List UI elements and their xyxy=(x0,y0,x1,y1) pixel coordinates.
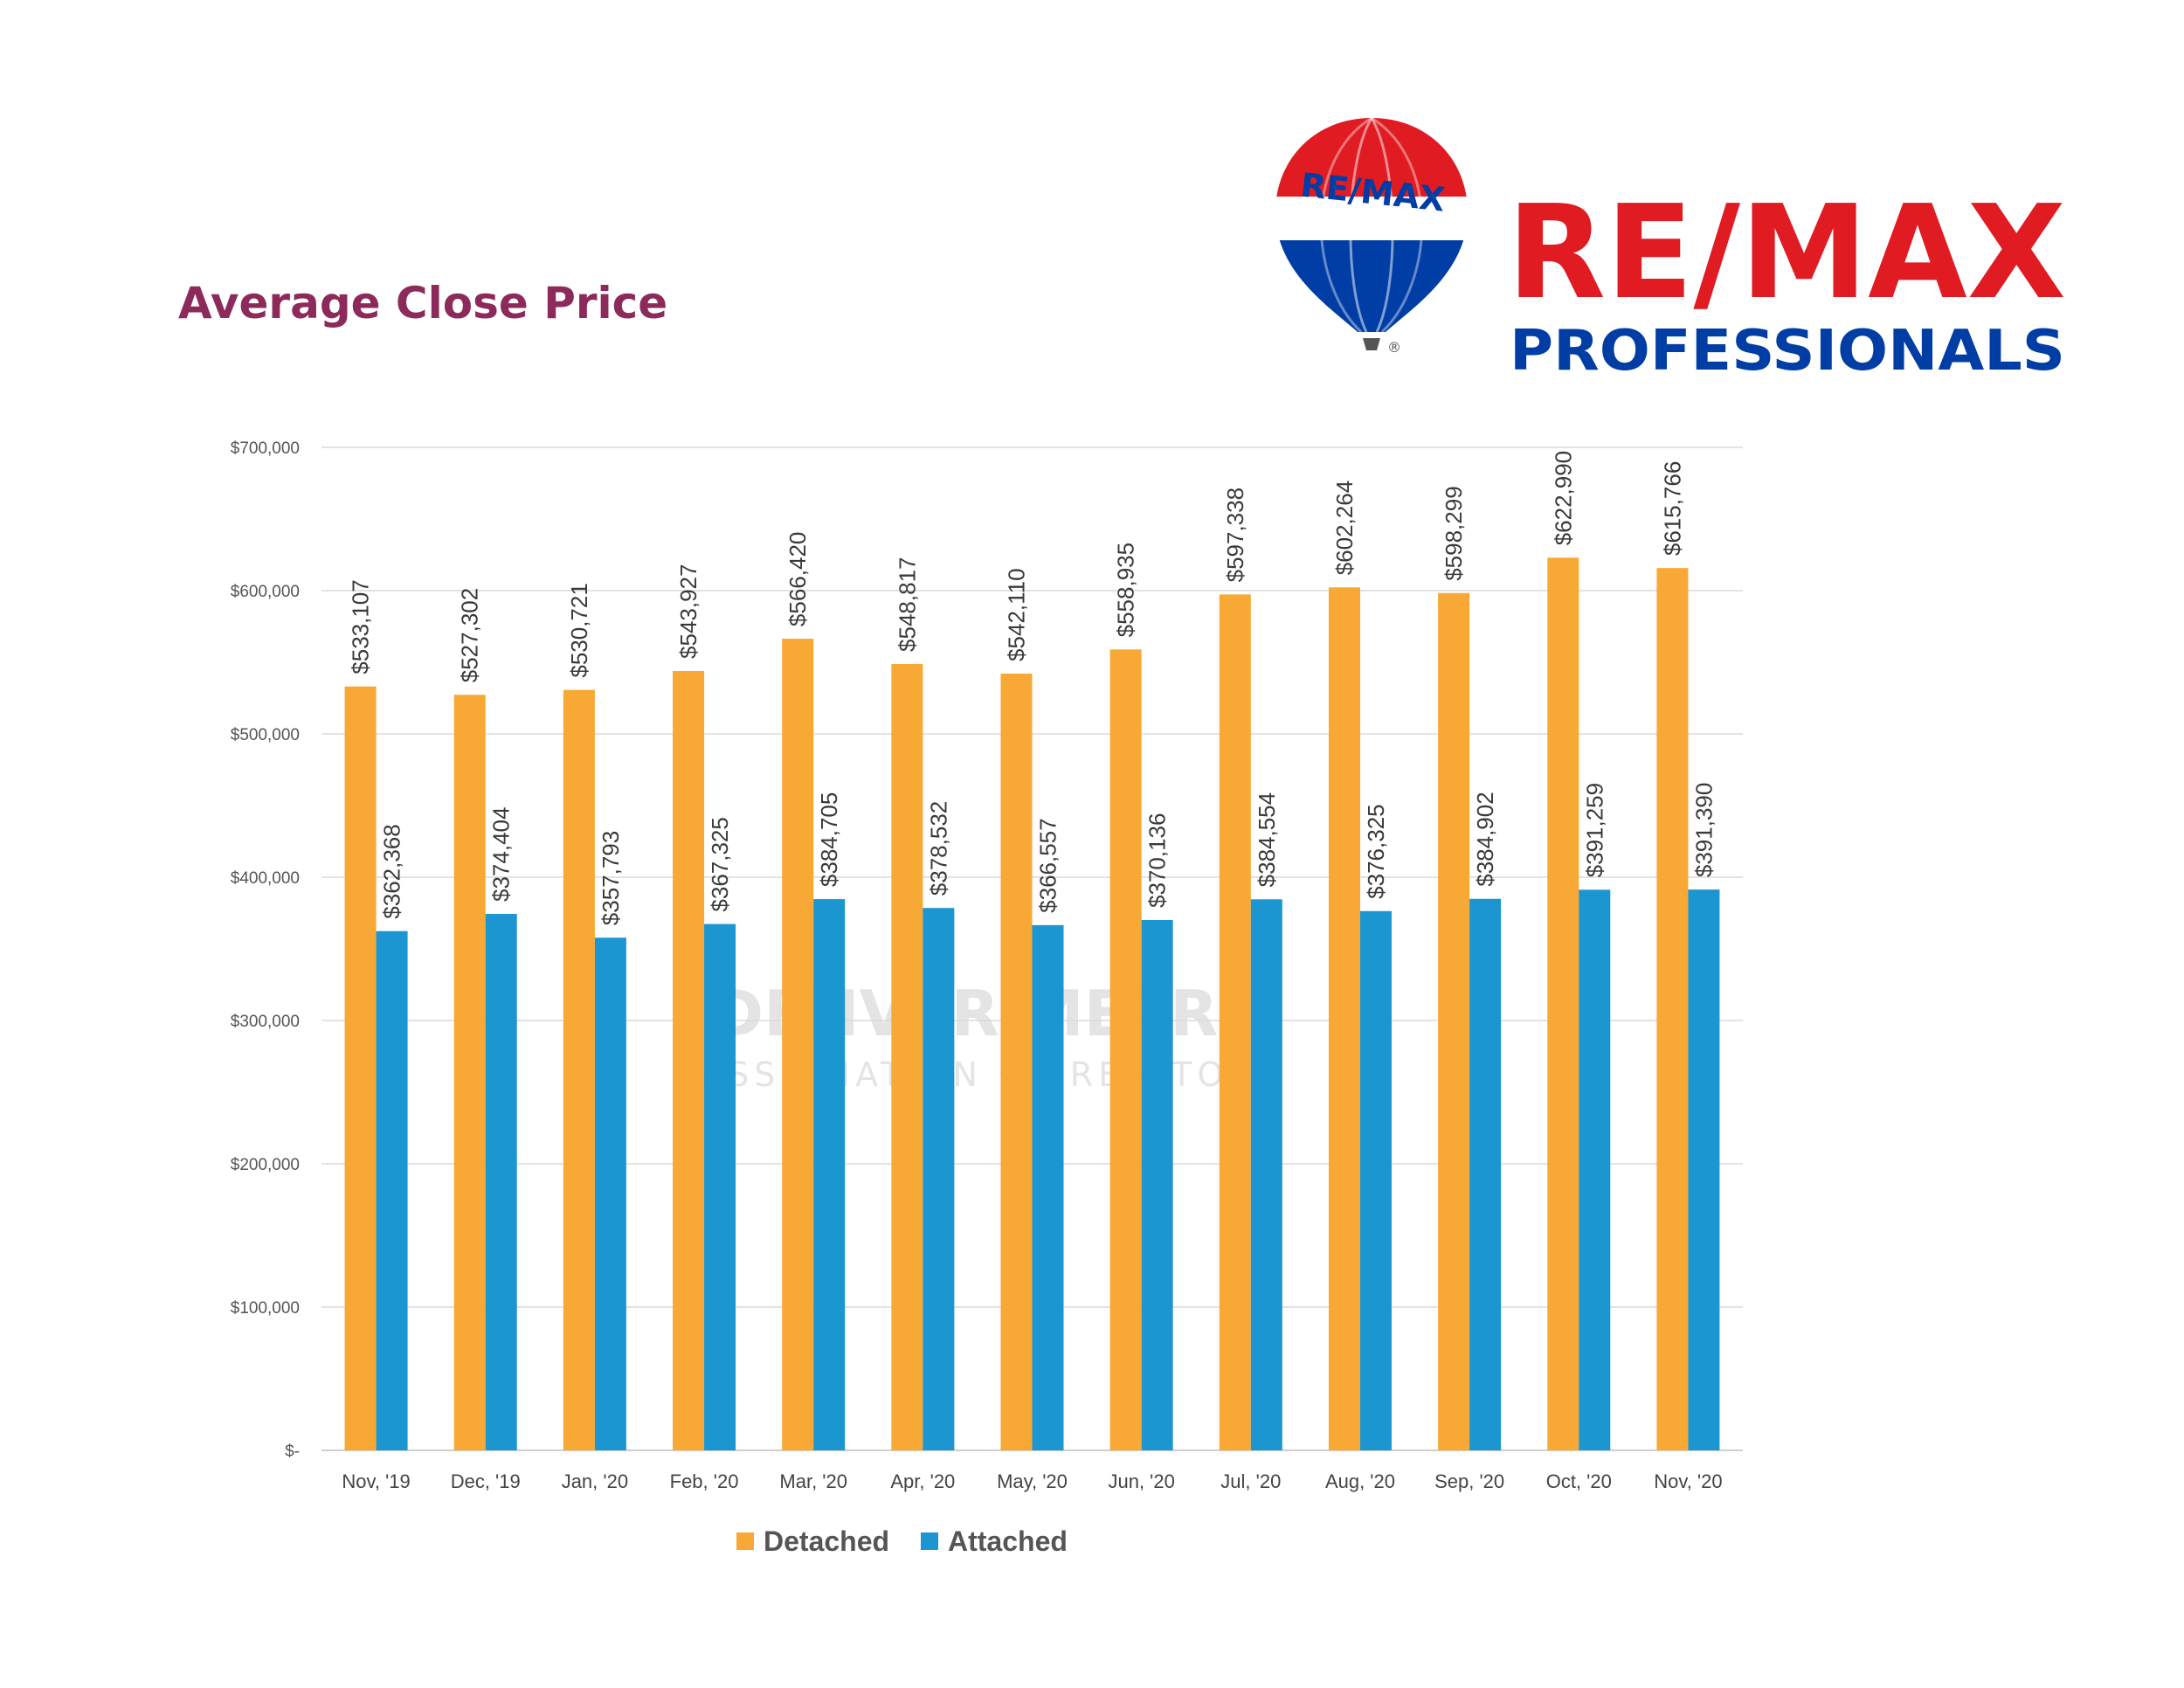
y-axis-ticks: $- $100,000 $200,000 $300,000 $400,000 $500,0… xyxy=(231,439,300,1461)
data-label-attached: $384,902 xyxy=(1472,792,1498,886)
data-label-detached: $566,420 xyxy=(784,532,811,626)
data-labels: $533,107 $362,368 $527,302 $374,404 $530,721… xyxy=(348,451,1717,925)
y-tick-label: $400,000 xyxy=(231,869,300,888)
brand-wordmark: RE/MAX xyxy=(1507,177,2066,328)
remax-logo: RE/MAX ® RE/MAX PROFESSIONALS xyxy=(1275,118,2066,371)
data-label-detached: $533,107 xyxy=(348,579,374,674)
bar-attached xyxy=(485,913,517,1450)
bar-attached xyxy=(1359,910,1392,1450)
x-category-label: Sep, '20 xyxy=(1434,1470,1504,1492)
data-label-detached: $542,110 xyxy=(1004,568,1030,661)
data-label-attached: $366,557 xyxy=(1035,818,1061,912)
data-label-detached: $615,766 xyxy=(1659,461,1685,556)
bar-detached xyxy=(563,689,595,1450)
legend: Detached Attached xyxy=(736,1525,1068,1557)
bars xyxy=(344,557,1720,1450)
brand-subtitle: PROFESSIONALS xyxy=(1510,319,2065,371)
x-category-label: Jan, '20 xyxy=(562,1470,628,1492)
bar-attached xyxy=(1250,899,1282,1450)
legend-swatch xyxy=(736,1532,754,1550)
data-label-attached: $378,532 xyxy=(925,801,951,896)
data-label-attached: $384,554 xyxy=(1254,792,1280,887)
x-category-label: Mar, '20 xyxy=(779,1470,847,1492)
x-category-label: Dec, '19 xyxy=(451,1470,521,1492)
bar-attached xyxy=(1141,919,1173,1450)
bar-detached xyxy=(1438,592,1470,1450)
bar-attached xyxy=(813,899,846,1450)
data-label-detached: $548,817 xyxy=(894,557,920,651)
data-label-detached: $527,302 xyxy=(457,588,483,682)
bar-detached xyxy=(1219,594,1251,1450)
data-label-attached: $370,136 xyxy=(1144,813,1171,908)
x-axis-categories: Nov, '19 Dec, '19 Jan, '20 Feb, '20 Mar, '20… xyxy=(342,1470,1722,1492)
y-tick-label: $300,000 xyxy=(231,1013,300,1031)
y-tick-label: $100,000 xyxy=(231,1299,300,1318)
y-tick-label: $600,000 xyxy=(231,583,300,601)
bar-attached xyxy=(1579,889,1611,1450)
data-label-attached: $357,793 xyxy=(598,831,624,925)
data-label-attached: $391,390 xyxy=(1690,783,1717,877)
y-tick-label: $- xyxy=(285,1442,300,1461)
data-label-detached: $622,990 xyxy=(1550,451,1576,545)
bar-attached xyxy=(1032,924,1064,1450)
y-tick-label: $700,000 xyxy=(231,439,300,458)
bar-attached xyxy=(704,924,736,1450)
bar-attached xyxy=(376,930,408,1450)
y-tick-label: $200,000 xyxy=(231,1156,300,1174)
x-category-label: Aug, '20 xyxy=(1325,1470,1395,1492)
bar-detached xyxy=(1109,649,1142,1450)
data-label-attached: $376,325 xyxy=(1363,804,1389,898)
bar-detached xyxy=(1547,557,1579,1450)
bar-attached xyxy=(1688,889,1720,1450)
data-label-attached: $384,705 xyxy=(816,792,842,887)
bar-detached xyxy=(891,663,923,1450)
x-category-label: Jun, '20 xyxy=(1108,1470,1174,1492)
bar-attached xyxy=(923,908,955,1450)
legend-item-attached: Attached xyxy=(921,1525,1068,1557)
legend-label: Attached xyxy=(948,1525,1068,1557)
bar-detached xyxy=(1000,673,1033,1450)
data-label-detached: $602,264 xyxy=(1331,481,1358,575)
x-category-label: Feb, '20 xyxy=(670,1470,739,1492)
data-label-attached: $374,404 xyxy=(488,807,515,902)
data-label-attached: $391,259 xyxy=(1581,783,1607,877)
bar-detached xyxy=(344,686,377,1450)
y-tick-label: $500,000 xyxy=(231,726,300,744)
page-title: Average Close Price xyxy=(178,278,668,329)
data-label-detached: $530,721 xyxy=(566,583,592,677)
bar-detached xyxy=(453,695,486,1450)
data-label-attached: $362,368 xyxy=(379,824,405,918)
bar-attached xyxy=(1469,898,1502,1450)
x-category-label: May, '20 xyxy=(997,1470,1068,1492)
bar-detached xyxy=(1656,568,1689,1450)
x-category-label: Nov, '19 xyxy=(342,1470,410,1492)
legend-swatch xyxy=(921,1532,938,1550)
data-label-attached: $367,325 xyxy=(707,817,733,911)
bar-detached xyxy=(1328,587,1360,1450)
legend-label: Detached xyxy=(764,1525,889,1557)
x-category-label: Apr, '20 xyxy=(890,1470,955,1492)
data-label-detached: $598,299 xyxy=(1441,486,1467,580)
legend-item-detached: Detached xyxy=(736,1525,889,1557)
registered-mark: ® xyxy=(1387,339,1401,356)
bar-detached xyxy=(782,639,814,1450)
bar-detached xyxy=(673,670,705,1450)
x-category-label: Oct, '20 xyxy=(1546,1470,1612,1492)
x-category-label: Nov, '20 xyxy=(1654,1470,1722,1492)
data-label-detached: $597,338 xyxy=(1222,488,1248,582)
data-label-detached: $543,927 xyxy=(675,564,702,659)
bar-attached xyxy=(594,937,626,1450)
x-category-label: Jul, '20 xyxy=(1220,1470,1281,1492)
data-label-detached: $558,935 xyxy=(1113,543,1139,637)
